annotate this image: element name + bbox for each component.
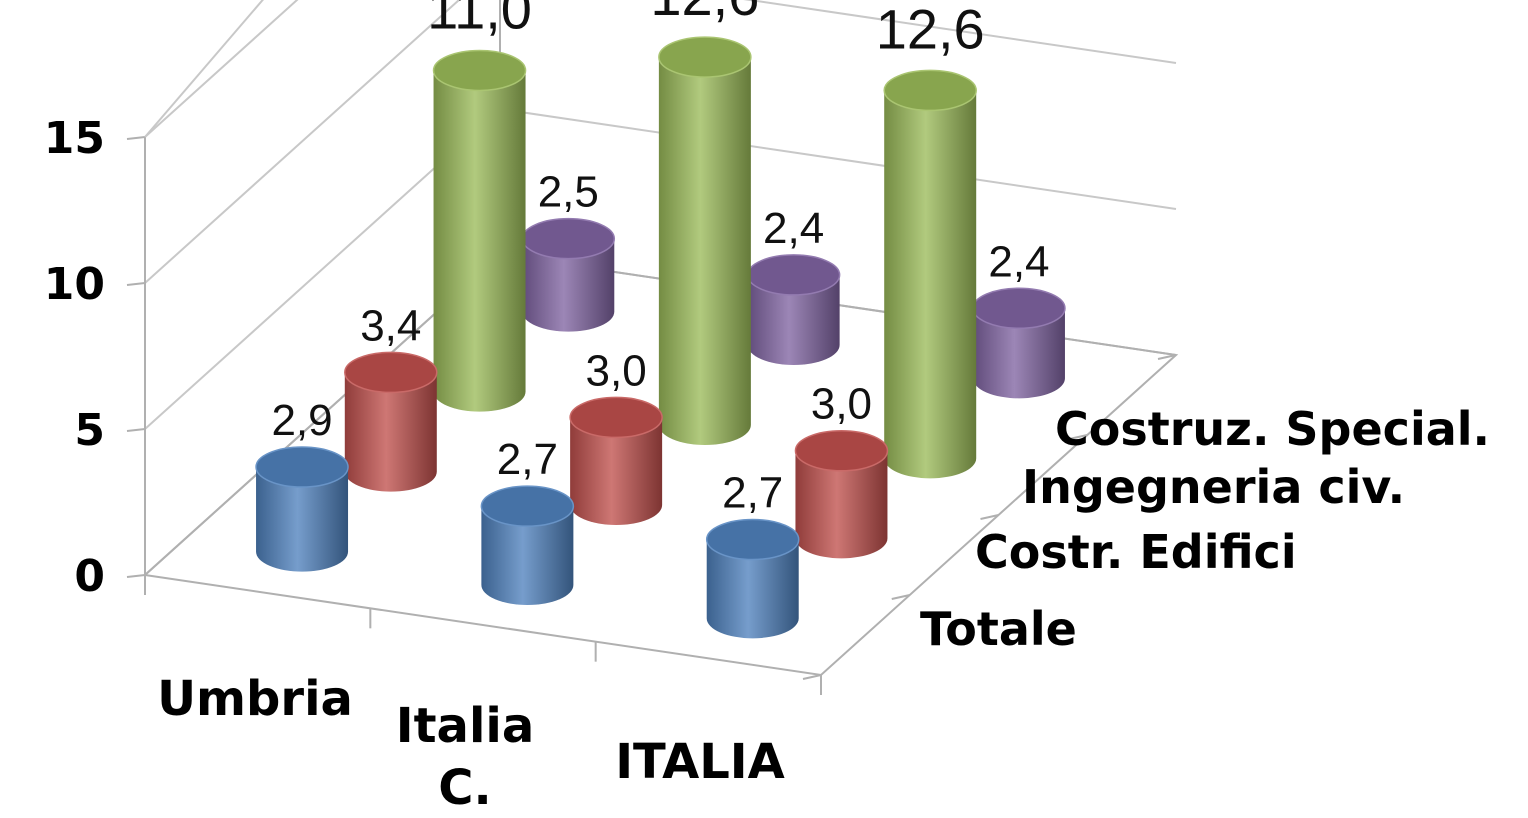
bar-top-rim xyxy=(705,518,800,561)
data-label: 3,4 xyxy=(360,301,421,350)
bar-body xyxy=(570,417,663,525)
y-tick-mark xyxy=(126,428,146,432)
data-label: 12,6 xyxy=(650,0,759,27)
bar-top-rim xyxy=(432,49,527,92)
bar-top xyxy=(481,486,574,527)
y-tick-label: 5 xyxy=(74,405,105,456)
bar-body xyxy=(658,57,751,445)
bar xyxy=(658,36,752,445)
z-tick-mark xyxy=(891,594,910,600)
bar xyxy=(255,446,349,572)
left-wall-top xyxy=(144,0,264,138)
bar-top xyxy=(522,218,615,259)
bar-top xyxy=(570,397,663,438)
data-label: 2,7 xyxy=(722,468,783,517)
bar-body xyxy=(884,90,977,479)
data-label: 3,0 xyxy=(586,346,647,395)
bar-body xyxy=(344,372,437,492)
chart-labels: 0 5 10 15 2,5 2,4 2,4 11,0 12,6 12,6 3,4 3,0 3,0 2,9 2… xyxy=(44,0,1490,816)
bar-top-rim xyxy=(883,69,977,112)
x-category-label: Italia C. xyxy=(396,698,535,816)
data-label: 2,5 xyxy=(538,168,599,217)
x-category-label: Umbria xyxy=(157,671,353,727)
chart-bars xyxy=(255,36,1066,639)
bar xyxy=(972,287,1066,399)
bar-body xyxy=(256,466,349,572)
bar-top xyxy=(795,430,888,471)
y-tick-mark xyxy=(126,136,146,140)
data-label: 3,0 xyxy=(811,380,872,429)
bar-body xyxy=(522,238,615,332)
y-tick-label: 0 xyxy=(74,551,105,602)
gridline xyxy=(144,0,299,138)
series-label: Costr. Edifici xyxy=(975,525,1297,579)
bar-top-rim xyxy=(480,485,575,527)
bar xyxy=(569,396,663,525)
bar-top xyxy=(256,446,349,487)
bar-body xyxy=(433,70,526,412)
z-tick-mark xyxy=(802,674,822,680)
bar xyxy=(521,217,616,332)
bar-top-rim xyxy=(658,36,752,78)
y-tick-mark xyxy=(126,574,146,578)
series-label: Costruz. Special. xyxy=(1055,402,1490,456)
bar-body xyxy=(481,506,574,605)
data-label: 11,0 xyxy=(427,0,532,40)
z-tick-mark xyxy=(1157,354,1177,360)
data-label: 2,7 xyxy=(497,435,558,484)
data-label: 12,6 xyxy=(876,0,985,60)
bar-body xyxy=(706,539,799,639)
data-label: 2,4 xyxy=(988,237,1049,286)
bar-top xyxy=(344,352,437,393)
series-label: Ingegneria civ. xyxy=(1022,460,1405,514)
bar-top-rim xyxy=(344,351,438,394)
y-tick-label: 10 xyxy=(44,259,105,310)
bar-top-rim xyxy=(569,396,663,439)
x-category-label: ITALIA xyxy=(615,734,785,790)
bar xyxy=(705,518,800,639)
z-tick-mark xyxy=(980,514,999,520)
bar-top xyxy=(658,37,751,78)
bar-body xyxy=(795,450,888,559)
z-tick-mark xyxy=(1069,434,1088,440)
gridline xyxy=(144,0,1177,284)
bar-top xyxy=(884,70,977,111)
bar xyxy=(746,254,841,365)
data-label: 2,9 xyxy=(271,396,332,445)
bar-top-rim xyxy=(255,446,349,488)
bar xyxy=(344,351,438,492)
series-label: Totale xyxy=(920,602,1077,656)
bar-top xyxy=(972,288,1065,329)
bar xyxy=(883,69,977,479)
bar-body xyxy=(972,308,1065,399)
y-tick-label: 15 xyxy=(44,113,105,164)
bar-top xyxy=(706,519,799,560)
bar-body xyxy=(747,274,840,365)
y-tick-mark xyxy=(126,282,146,286)
bar xyxy=(480,485,575,605)
bar-top xyxy=(747,254,840,295)
bar xyxy=(794,429,889,559)
bar-top xyxy=(433,50,526,91)
bar xyxy=(432,49,527,412)
data-label: 2,4 xyxy=(763,204,824,253)
bar-top-rim xyxy=(794,429,889,472)
